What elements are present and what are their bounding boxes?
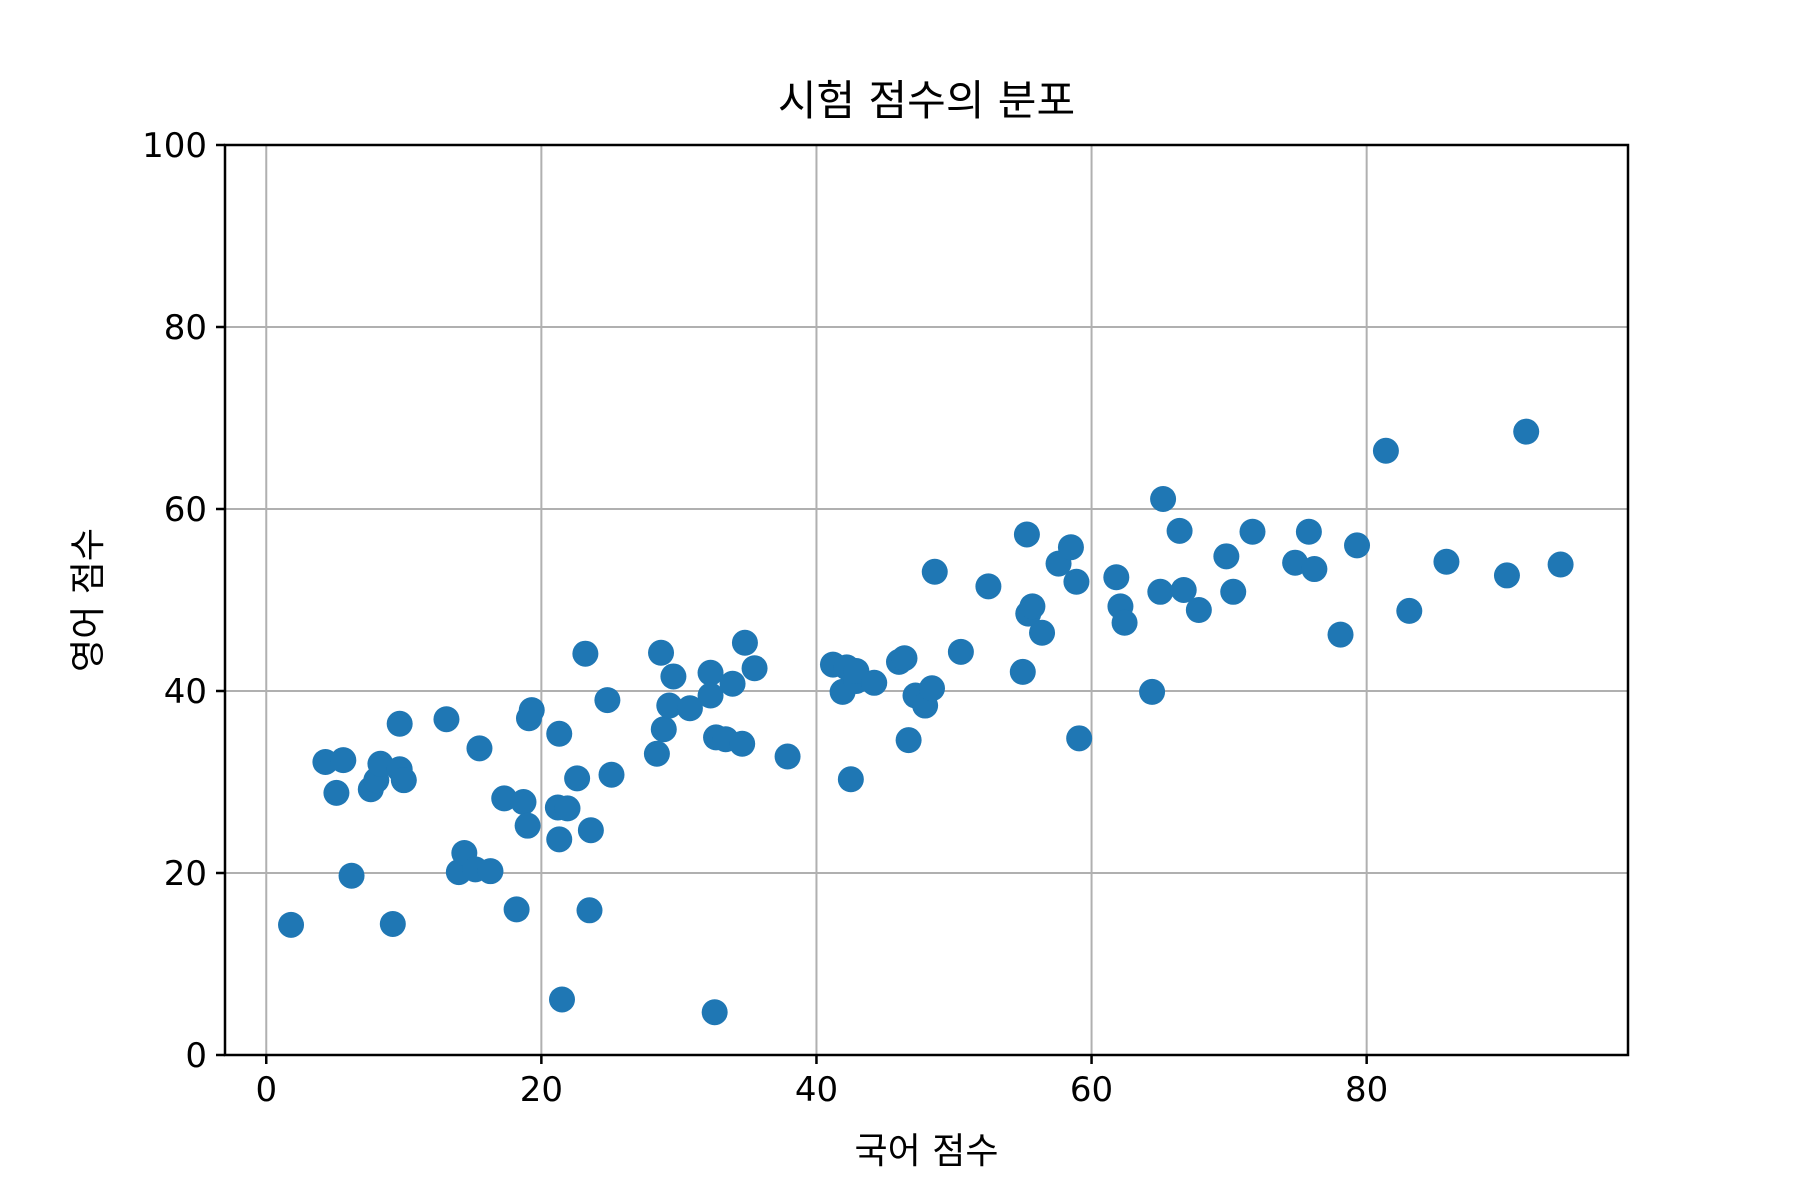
scatter-point	[1063, 568, 1090, 595]
scatter-point	[518, 697, 545, 724]
ticks-layer: 0 20 40 60 80 0 20 40 60 80 100	[142, 126, 1388, 1110]
scatter-point	[1513, 418, 1540, 445]
scatter-point	[1029, 619, 1056, 646]
scatter-point	[741, 655, 768, 682]
scatter-point	[477, 858, 504, 885]
scatter-point	[1009, 658, 1036, 685]
scatter-point	[1239, 518, 1266, 545]
scatter-point	[697, 682, 724, 709]
scatter-point	[1295, 518, 1322, 545]
scatter-point	[837, 766, 864, 793]
scatter-point	[390, 767, 417, 794]
y-tick-label: 0	[185, 1036, 207, 1076]
scatter-point	[278, 911, 305, 938]
scatter-point	[510, 789, 537, 816]
scatter-point	[1057, 534, 1084, 561]
scatter-point	[514, 812, 541, 839]
scatter-point	[1396, 597, 1423, 624]
scatter-point	[774, 743, 801, 770]
y-tick-label: 80	[164, 308, 207, 348]
scatter-point	[1213, 543, 1240, 570]
y-tick-label: 40	[164, 672, 207, 712]
x-tick-label: 80	[1345, 1070, 1388, 1110]
scatter-point	[701, 999, 728, 1026]
x-tick-label: 0	[255, 1070, 277, 1110]
scatter-point	[546, 720, 573, 747]
scatter-point	[921, 558, 948, 585]
chart-title: 시험 점수의 분포	[778, 76, 1075, 125]
scatter-point	[386, 710, 413, 737]
scatter-point	[1547, 551, 1574, 578]
scatter-point	[895, 727, 922, 754]
scatter-point	[891, 645, 918, 672]
scatter-point	[660, 663, 687, 690]
x-tick-label: 60	[1070, 1070, 1113, 1110]
scatter-point	[1019, 593, 1046, 620]
y-tick-label: 60	[164, 490, 207, 530]
scatter-point	[466, 735, 493, 762]
scatter-point	[503, 896, 530, 923]
scatter-point	[491, 785, 518, 812]
scatter-point	[1327, 621, 1354, 648]
scatter-point	[697, 659, 724, 686]
scatter-point	[731, 629, 758, 656]
scatter-point	[1066, 725, 1093, 752]
scatter-point	[1111, 609, 1138, 636]
scatter-point	[330, 747, 357, 774]
scatter-point	[975, 573, 1002, 600]
scatter-point	[323, 779, 350, 806]
scatter-point	[1139, 678, 1166, 705]
scatter-point	[861, 669, 888, 696]
scatter-point	[919, 675, 946, 702]
scatter-point	[1344, 532, 1371, 559]
scatter-point	[379, 910, 406, 937]
scatter-point	[729, 730, 756, 757]
plot-frame	[223, 143, 1630, 1057]
scatter-point	[1013, 521, 1040, 548]
scatter-point	[577, 817, 604, 844]
y-tick-label: 20	[164, 854, 207, 894]
grid-layer	[225, 145, 1628, 1055]
scatter-point	[1103, 564, 1130, 591]
scatter-point	[1170, 576, 1197, 603]
scatter-point	[1493, 562, 1520, 589]
scatter-point	[433, 706, 460, 733]
scatter-point	[1220, 578, 1247, 605]
scatter-point	[1301, 556, 1328, 583]
x-tick-label: 40	[795, 1070, 838, 1110]
scatter-point	[554, 795, 581, 822]
scatter-point	[1150, 485, 1177, 512]
scatter-point	[656, 692, 683, 719]
scatter-point	[676, 695, 703, 722]
scatter-point	[643, 740, 670, 767]
scatter-point	[338, 862, 365, 889]
scatter-point	[564, 765, 591, 792]
scatter-point	[719, 670, 746, 697]
scatter-point	[572, 640, 599, 667]
scatter-point	[594, 687, 621, 714]
scatter-point	[650, 716, 677, 743]
scatter-point	[1185, 597, 1212, 624]
y-axis-title: 영어 점수	[68, 528, 109, 672]
scatter-point	[548, 986, 575, 1013]
scatter-point	[947, 638, 974, 665]
y-tick-label: 100	[142, 126, 207, 166]
x-tick-label: 20	[520, 1070, 563, 1110]
scatter-point	[648, 639, 675, 666]
points-layer	[278, 418, 1574, 1026]
scatter-point	[1433, 548, 1460, 575]
scatter-point	[1166, 517, 1193, 544]
scatter-point	[546, 826, 573, 853]
scatter-point	[1372, 437, 1399, 464]
scatter-point	[598, 761, 625, 788]
scatter-point	[1147, 578, 1174, 605]
x-axis-title: 국어 점수	[855, 1131, 999, 1172]
scatter-point	[576, 897, 603, 924]
